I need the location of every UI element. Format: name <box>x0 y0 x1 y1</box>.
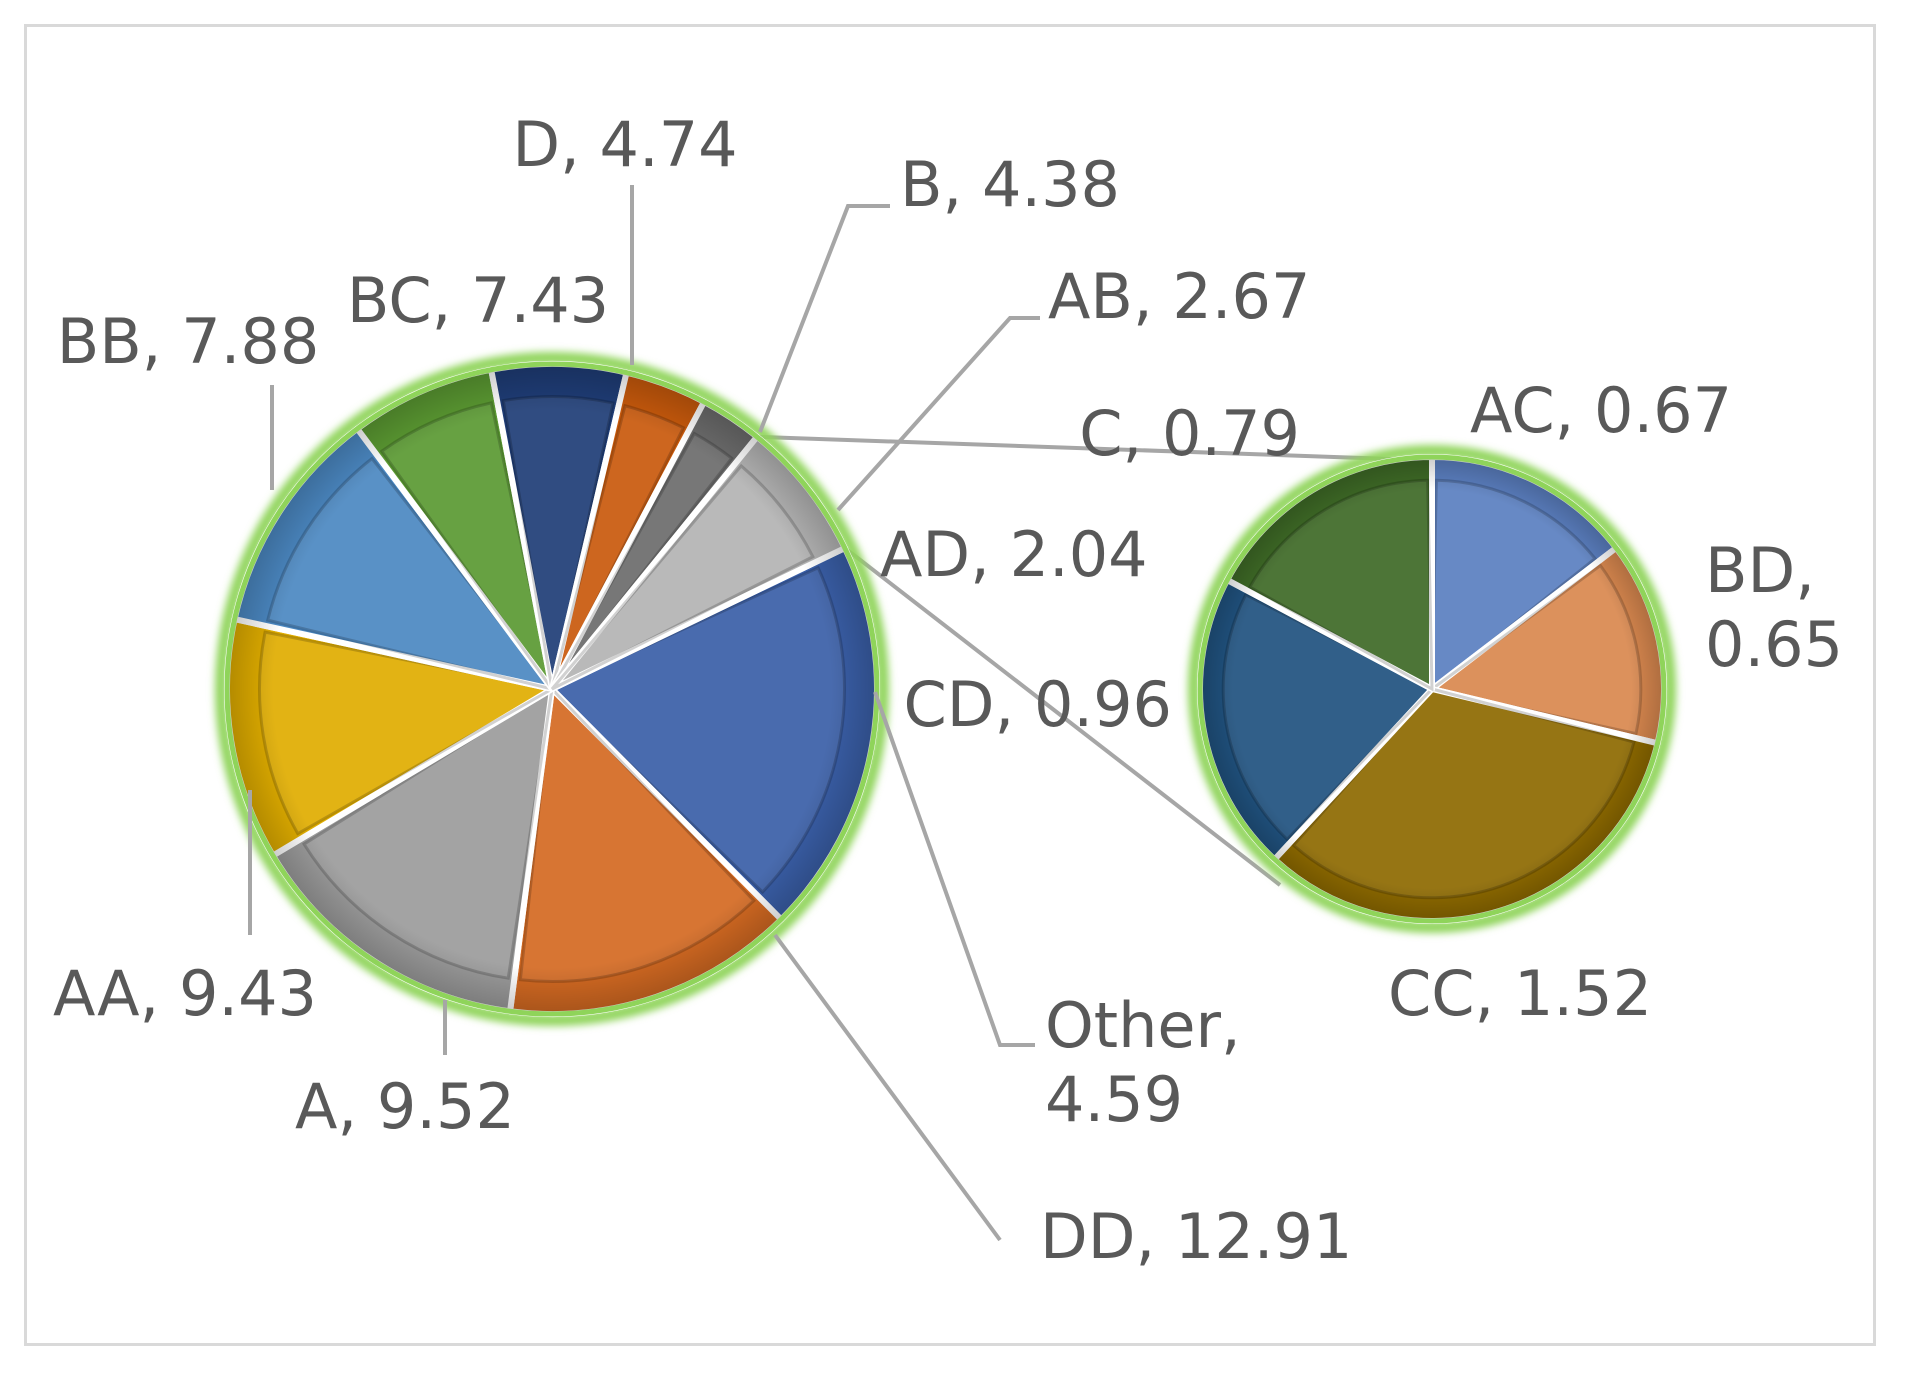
data-label-line: CD, 0.96 <box>904 668 1173 741</box>
data-label-line: AB, 2.67 <box>1048 260 1310 333</box>
data-label-line: A, 9.52 <box>295 1070 515 1143</box>
data-label-other: Other, 4.59 <box>1045 989 1241 1136</box>
data-label-line: C, 0.79 <box>1079 397 1300 470</box>
data-label-line: AD, 2.04 <box>880 518 1148 591</box>
data-label-line: 4.59 <box>1045 1063 1183 1136</box>
data-labels: DD, 12.91 A, 9.52 AA, 9.43 BB, 7.88 BC, 7.43… <box>53 108 1843 1273</box>
data-label-bd: BD, 0.65 <box>1705 534 1843 681</box>
data-label-line: AA, 9.43 <box>53 957 317 1030</box>
leader-line-b <box>758 204 890 433</box>
main-pie-shading <box>227 364 877 1014</box>
leader-line-ab <box>836 316 1040 512</box>
data-label-line: BB, 7.88 <box>57 305 320 378</box>
data-label-aa: AA, 9.43 <box>53 957 317 1030</box>
secondary-pie <box>1188 445 1676 933</box>
pie-connector-lines <box>756 434 1421 887</box>
data-label-c: C, 0.79 <box>1079 397 1300 470</box>
data-label-line: 0.65 <box>1705 608 1843 681</box>
secondary-pie-rim <box>1197 454 1667 924</box>
main-pie <box>215 352 889 1026</box>
data-label-d: D, 4.74 <box>512 108 737 181</box>
data-label-ad: AD, 2.04 <box>880 518 1148 591</box>
data-label-dd: DD, 12.91 <box>1040 1200 1352 1273</box>
data-label-bb: BB, 7.88 <box>57 305 320 378</box>
connector-line-bottom <box>843 546 1282 887</box>
data-label-cc: CC, 1.52 <box>1388 957 1652 1030</box>
data-label-line: DD, 12.91 <box>1040 1200 1352 1273</box>
data-label-line: B, 4.38 <box>900 148 1120 221</box>
secondary-pie-outline <box>1188 445 1676 933</box>
data-label-cd: CD, 0.96 <box>904 668 1173 741</box>
leader-lines <box>248 185 1040 1242</box>
data-label-bc: BC, 7.43 <box>347 264 609 337</box>
data-label-line: BC, 7.43 <box>347 264 609 337</box>
leader-line-other <box>873 691 1035 1047</box>
main-pie-outline <box>215 352 889 1026</box>
data-label-line: D, 4.74 <box>512 108 737 181</box>
secondary-pie-shading <box>1200 457 1664 921</box>
connector-line-top <box>756 434 1421 462</box>
data-label-line: Other, <box>1045 989 1241 1062</box>
data-label-b: B, 4.38 <box>900 148 1120 221</box>
main-pie-rim <box>224 361 880 1017</box>
data-label-ab: AB, 2.67 <box>1048 260 1310 333</box>
data-label-line: AC, 0.67 <box>1470 374 1732 447</box>
data-label-a: A, 9.52 <box>295 1070 515 1143</box>
data-label-line: BD, <box>1705 534 1815 607</box>
leader-line-dd <box>773 933 1002 1242</box>
data-label-line: CC, 1.52 <box>1388 957 1652 1030</box>
data-label-ac: AC, 0.67 <box>1470 374 1732 447</box>
